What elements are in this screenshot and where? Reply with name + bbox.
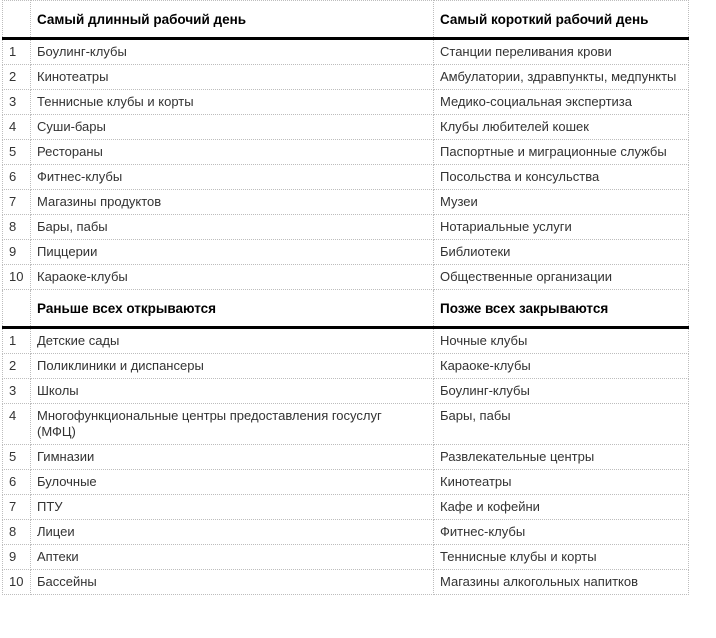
- left-category-cell: Аптеки: [30, 544, 434, 570]
- table-row: 7 Магазины продуктов Музеи: [2, 189, 689, 215]
- rank-cell: 5: [2, 139, 31, 165]
- rank-cell: 3: [2, 89, 31, 115]
- right-category-cell: Клубы любителей кошек: [433, 114, 689, 140]
- right-category-cell: Посольства и консульства: [433, 164, 689, 190]
- right-category-cell: Нотариальные услуги: [433, 214, 689, 240]
- rank-column-header: [2, 0, 31, 40]
- rank-cell: 10: [2, 264, 31, 290]
- section-header-row: Самый длинный рабочий день Самый короткий…: [2, 0, 689, 40]
- right-category-cell: Магазины алкогольных напитков: [433, 569, 689, 595]
- rank-cell: 4: [2, 403, 31, 445]
- left-category-cell: Гимназии: [30, 444, 434, 470]
- right-category-cell: Караоке-клубы: [433, 353, 689, 379]
- table-row: 4 Многофункциональные центры предоставлен…: [2, 403, 689, 445]
- rank-cell: 6: [2, 469, 31, 495]
- table-row: 7 ПТУ Кафе и кофейни: [2, 494, 689, 520]
- right-category-cell: Станции переливания крови: [433, 38, 689, 65]
- left-category-cell: Бассейны: [30, 569, 434, 595]
- left-category-cell: Теннисные клубы и корты: [30, 89, 434, 115]
- right-category-cell: Теннисные клубы и корты: [433, 544, 689, 570]
- left-category-cell: Суши-бары: [30, 114, 434, 140]
- right-category-cell: Музеи: [433, 189, 689, 215]
- left-category-cell: Караоке-клубы: [30, 264, 434, 290]
- table-row: 9 Пиццерии Библиотеки: [2, 239, 689, 265]
- left-category-cell: ПТУ: [30, 494, 434, 520]
- rank-cell: 4: [2, 114, 31, 140]
- table-row: 9 Аптеки Теннисные клубы и корты: [2, 544, 689, 570]
- right-category-cell: Ночные клубы: [433, 327, 689, 354]
- table-row: 3 Школы Боулинг-клубы: [2, 378, 689, 404]
- table-row: 1 Детские сады Ночные клубы: [2, 327, 689, 354]
- right-category-cell: Фитнес-клубы: [433, 519, 689, 545]
- left-category-cell: Поликлиники и диспансеры: [30, 353, 434, 379]
- rank-cell: 9: [2, 544, 31, 570]
- table-row: 4 Суши-бары Клубы любителей кошек: [2, 114, 689, 140]
- right-category-cell: Кафе и кофейни: [433, 494, 689, 520]
- rank-cell: 1: [2, 327, 31, 354]
- rank-cell: 7: [2, 189, 31, 215]
- rank-cell: 2: [2, 353, 31, 379]
- table-row: 5 Гимназии Развлекательные центры: [2, 444, 689, 470]
- right-category-cell: Библиотеки: [433, 239, 689, 265]
- left-category-cell: Детские сады: [30, 327, 434, 354]
- rank-cell: 9: [2, 239, 31, 265]
- right-category-cell: Паспортные и миграционные службы: [433, 139, 689, 165]
- left-category-cell: Фитнес-клубы: [30, 164, 434, 190]
- rank-cell: 8: [2, 214, 31, 240]
- left-column-header: Самый длинный рабочий день: [30, 0, 434, 40]
- table-row: 10 Бассейны Магазины алкогольных напитков: [2, 569, 689, 595]
- section-header-row: Раньше всех открываются Позже всех закрыв…: [2, 289, 689, 329]
- table-row: 6 Фитнес-клубы Посольства и консульства: [2, 164, 689, 190]
- left-category-cell: Магазины продуктов: [30, 189, 434, 215]
- rank-column-header: [2, 289, 31, 329]
- left-category-cell: Рестораны: [30, 139, 434, 165]
- rank-cell: 7: [2, 494, 31, 520]
- rank-cell: 10: [2, 569, 31, 595]
- left-category-cell: Кинотеатры: [30, 64, 434, 90]
- rank-cell: 8: [2, 519, 31, 545]
- table-row: 5 Рестораны Паспортные и миграционные служ…: [2, 139, 689, 165]
- table-row: 8 Бары, пабы Нотариальные услуги: [2, 214, 689, 240]
- rank-cell: 1: [2, 38, 31, 65]
- left-category-cell: Боулинг-клубы: [30, 38, 434, 65]
- right-category-cell: Медико-социальная экспертиза: [433, 89, 689, 115]
- table-row: 1 Боулинг-клубы Станции переливания крови: [2, 38, 689, 65]
- table-row: 6 Булочные Кинотеатры: [2, 469, 689, 495]
- right-category-cell: Общественные организации: [433, 264, 689, 290]
- rankings-table: Самый длинный рабочий день Самый короткий…: [2, 0, 689, 595]
- left-category-cell: Булочные: [30, 469, 434, 495]
- rankings-page: Самый длинный рабочий день Самый короткий…: [2, 0, 689, 595]
- table-row: 8 Лицеи Фитнес-клубы: [2, 519, 689, 545]
- right-category-cell: Амбулатории, здравпункты, медпункты: [433, 64, 689, 90]
- rank-cell: 6: [2, 164, 31, 190]
- right-category-cell: Кинотеатры: [433, 469, 689, 495]
- right-column-header: Позже всех закрываются: [433, 289, 689, 329]
- right-column-header: Самый короткий рабочий день: [433, 0, 689, 40]
- rank-cell: 2: [2, 64, 31, 90]
- table-row: 2 Кинотеатры Амбулатории, здравпункты, мед…: [2, 64, 689, 90]
- right-category-cell: Боулинг-клубы: [433, 378, 689, 404]
- left-category-cell: Многофункциональные центры предоставлени…: [30, 403, 434, 445]
- left-category-cell: Школы: [30, 378, 434, 404]
- right-category-cell: Развлекательные центры: [433, 444, 689, 470]
- table-row: 2 Поликлиники и диспансеры Караоке-клубы: [2, 353, 689, 379]
- rank-cell: 3: [2, 378, 31, 404]
- left-category-cell: Бары, пабы: [30, 214, 434, 240]
- left-category-cell: Пиццерии: [30, 239, 434, 265]
- right-category-cell: Бары, пабы: [433, 403, 689, 445]
- rank-cell: 5: [2, 444, 31, 470]
- left-category-cell: Лицеи: [30, 519, 434, 545]
- table-row: 10 Караоке-клубы Общественные организации: [2, 264, 689, 290]
- left-column-header: Раньше всех открываются: [30, 289, 434, 329]
- table-row: 3 Теннисные клубы и корты Медико-социальна…: [2, 89, 689, 115]
- rankings-table-body: Самый длинный рабочий день Самый короткий…: [2, 0, 689, 595]
